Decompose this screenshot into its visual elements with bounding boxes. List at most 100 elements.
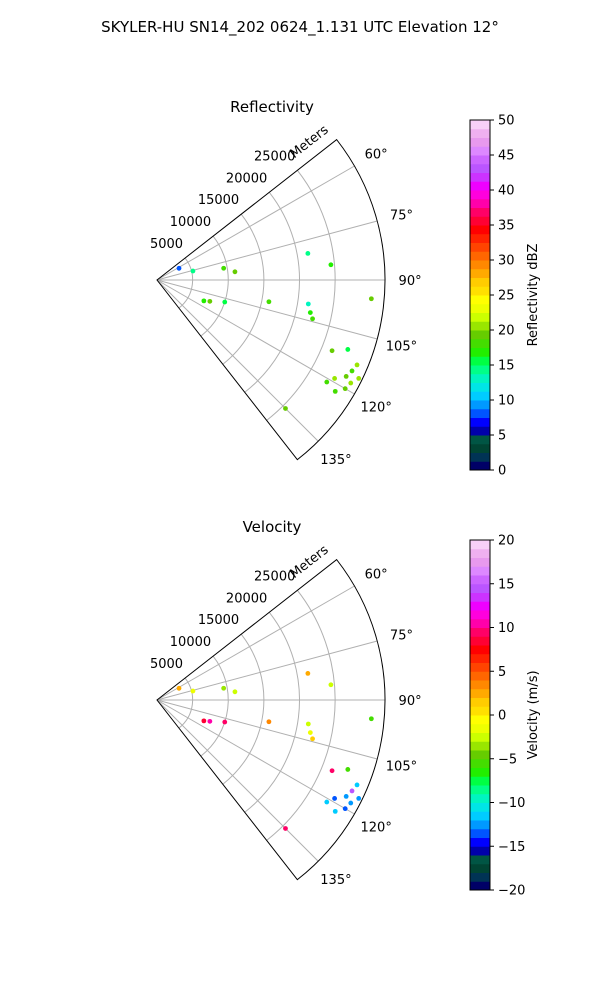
- radar-echo: [329, 768, 335, 774]
- colorbar-label: Reflectivity dBZ: [526, 244, 541, 347]
- colorbar-swatch: [470, 575, 490, 585]
- colorbar-swatch: [470, 706, 490, 716]
- colorbar-swatch: [470, 242, 490, 252]
- colorbar-swatch: [470, 443, 490, 453]
- colorbar-swatch: [470, 400, 490, 410]
- colorbar-swatch: [470, 872, 490, 882]
- radar-echo: [368, 296, 374, 302]
- radar-echo: [222, 299, 228, 305]
- colorbar-swatch: [470, 645, 490, 655]
- reflectivity-title: Reflectivity: [230, 98, 314, 116]
- sector-outline: [156, 558, 386, 881]
- azimuth-spoke: [156, 699, 378, 760]
- colorbar-swatch: [470, 172, 490, 182]
- range-ring: [266, 170, 336, 421]
- colorbar-swatch: [470, 723, 490, 733]
- colorbar-tick-label: 10: [498, 394, 515, 409]
- colorbar-swatch: [470, 758, 490, 768]
- colorbar-swatch: [470, 426, 490, 436]
- azimuth-spoke: [156, 279, 355, 395]
- radar-echo: [207, 718, 213, 724]
- colorbar-swatch: [470, 251, 490, 261]
- colorbar-swatch: [470, 811, 490, 821]
- radar-echo: [283, 826, 288, 831]
- colorbar-tick-label: −15: [498, 840, 525, 855]
- colorbar-tick-label: 40: [498, 184, 515, 199]
- radar-echo: [190, 268, 196, 274]
- colorbar-swatch: [470, 855, 490, 865]
- colorbar-swatch: [470, 592, 490, 602]
- colorbar-swatch: [470, 321, 490, 331]
- radar-echo: [324, 799, 330, 805]
- azimuth-label: 75°: [390, 208, 413, 223]
- radar-echo: [349, 368, 355, 374]
- colorbar-swatch: [470, 540, 490, 550]
- range-ring-label: 5000: [150, 657, 183, 672]
- sector-outline: [156, 138, 386, 461]
- radar-echo: [342, 386, 348, 392]
- colorbar-tick-label: −10: [498, 796, 525, 811]
- radar-echo: [266, 299, 272, 305]
- colorbar-swatch: [470, 785, 490, 795]
- colorbar-label: Velocity (m/s): [526, 670, 541, 759]
- colorbar-swatch: [470, 732, 490, 742]
- colorbar-swatch: [470, 417, 490, 427]
- radar-echo: [328, 682, 334, 688]
- colorbar-swatch: [470, 382, 490, 392]
- azimuth-spoke: [156, 699, 319, 862]
- radar-echo: [307, 730, 313, 735]
- radar-echo: [201, 718, 207, 724]
- colorbar-swatch: [470, 846, 490, 856]
- colorbar-swatch: [470, 688, 490, 698]
- colorbar-swatch: [470, 566, 490, 576]
- radar-echo: [356, 375, 362, 381]
- colorbar-tick-label: 10: [498, 621, 515, 636]
- radar-echo: [305, 670, 311, 676]
- colorbar-swatch: [470, 583, 490, 593]
- range-ring: [244, 611, 300, 813]
- azimuth-label: 60°: [365, 567, 388, 582]
- colorbar-swatch: [470, 260, 490, 270]
- colorbar-swatch: [470, 697, 490, 707]
- radar-echo: [190, 688, 196, 694]
- azimuth-spoke: [156, 279, 378, 340]
- azimuth-spoke: [156, 699, 355, 815]
- colorbar-swatch: [470, 347, 490, 357]
- range-ring: [266, 590, 336, 841]
- radial-axis-label: Meters: [287, 542, 331, 581]
- azimuth-label: 120°: [361, 821, 392, 836]
- radar-echo: [305, 301, 311, 307]
- range-ring: [178, 677, 194, 729]
- azimuth-label: 90°: [399, 694, 422, 709]
- colorbar-tick-label: 20: [498, 534, 515, 549]
- colorbar-swatch: [470, 610, 490, 620]
- radar-echo: [232, 689, 238, 695]
- radar-echo: [356, 795, 362, 801]
- colorbar-swatch: [470, 330, 490, 340]
- colorbar-swatch: [470, 190, 490, 200]
- colorbar-swatch: [470, 618, 490, 628]
- colorbar-swatch: [470, 793, 490, 803]
- colorbar-swatch: [470, 557, 490, 567]
- radar-echo: [266, 719, 272, 725]
- radar-echo: [201, 298, 207, 304]
- colorbar-swatch: [470, 776, 490, 786]
- colorbar-swatch: [470, 653, 490, 663]
- colorbar-swatch: [470, 680, 490, 690]
- colorbar-swatch: [470, 198, 490, 208]
- colorbar-tick-label: −20: [498, 884, 525, 899]
- colorbar-swatch: [470, 225, 490, 235]
- colorbar-swatch: [470, 767, 490, 777]
- radar-echo: [222, 719, 228, 725]
- colorbar-swatch: [470, 715, 490, 725]
- colorbar-tick-label: 20: [498, 324, 515, 339]
- colorbar-swatch: [470, 295, 490, 305]
- radar-echo: [232, 269, 238, 275]
- colorbar-swatch: [470, 863, 490, 873]
- range-ring-label: 15000: [198, 613, 239, 628]
- colorbar-tick-label: 25: [498, 289, 515, 304]
- radar-echo: [354, 782, 360, 788]
- colorbar-swatch: [470, 207, 490, 217]
- radar-echo: [328, 262, 334, 268]
- colorbar-tick-label: −5: [498, 752, 517, 767]
